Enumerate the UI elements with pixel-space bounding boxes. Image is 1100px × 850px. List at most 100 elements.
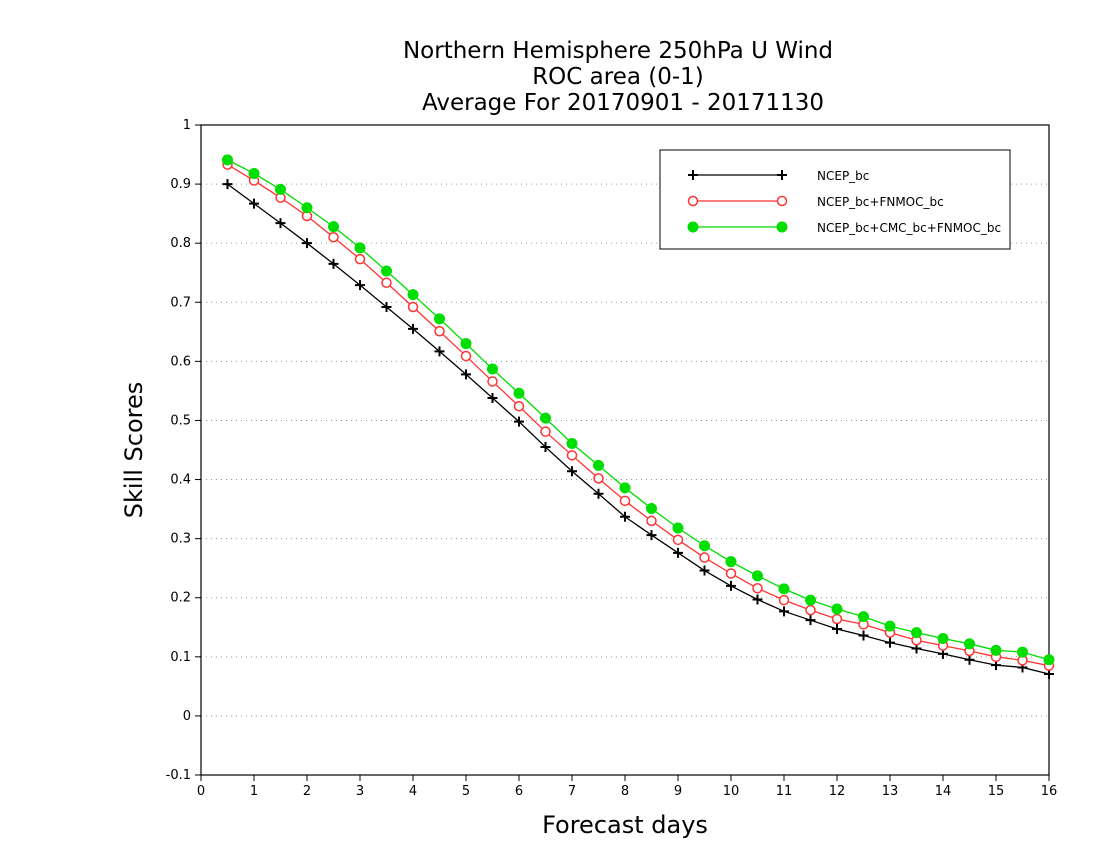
legend: NCEP_bc NCEP_bc+FNMOC_bc NCEP_bc+CMC_bc+FN…: [659, 149, 1011, 250]
series-1-point-14: [593, 473, 604, 484]
legend-marker-left-0: [688, 170, 698, 180]
x-axis-ticks: 0 1 2 3 4 5 6 7 8 9 10 11 12 13 14 15 16: [197, 775, 1057, 799]
series-2-point-8: [434, 313, 445, 325]
x-tick-label-1: 1: [250, 784, 258, 799]
series-2-point-24: [858, 611, 869, 623]
series-1-point-15: [619, 495, 631, 507]
series-0-point-23: [832, 624, 842, 635]
x-tick-label-14: 14: [935, 784, 952, 799]
series-2-point-28: [964, 638, 975, 650]
x-tick-label-10: 10: [723, 784, 740, 799]
y-tick-label-3: 0.2: [170, 591, 191, 606]
series-2-point-17: [672, 522, 684, 534]
series-1-point-13: [566, 450, 578, 461]
series-0-point-15: [620, 511, 630, 522]
series-1-point-4: [328, 232, 339, 243]
series-2-point-18: [699, 540, 710, 552]
series-1-point-19: [725, 568, 737, 579]
x-tick-label-0: 0: [197, 784, 205, 799]
x-tick-label-4: 4: [409, 784, 417, 799]
series-1-point-17: [672, 534, 684, 546]
grid-lines: [201, 183, 1049, 717]
series-2-point-6: [381, 265, 392, 277]
series-1-point-6: [381, 277, 392, 289]
legend-box: [659, 149, 1011, 250]
series-2-point-26: [911, 627, 922, 639]
series-1-point-20: [752, 583, 763, 594]
series-1-point-12: [540, 426, 551, 437]
series-2-point-11: [513, 387, 525, 399]
series-2-point-22: [805, 594, 816, 606]
series-1-point-22: [805, 604, 816, 616]
series-0-point-3: [302, 238, 312, 249]
legend-marker-right-1: [776, 195, 788, 207]
series-2-point-31: [1043, 654, 1055, 666]
legend-items: NCEP_bc NCEP_bc+FNMOC_bc NCEP_bc+CMC_bc+FN…: [687, 169, 1001, 235]
legend-label-1: NCEP_bc+FNMOC_bc: [817, 195, 944, 209]
series-2-point-25: [884, 620, 896, 632]
series-0-point-12: [540, 442, 551, 453]
y-tick-label-8: 0.7: [170, 295, 191, 310]
x-tick-label-7: 7: [568, 784, 576, 799]
x-axis-label: Forecast days: [542, 811, 708, 839]
y-tick-label-1: 0: [183, 709, 191, 724]
series-0-point-4: [328, 258, 339, 269]
legend-marker-left-1: [687, 195, 699, 207]
y-tick-label-2: 0.1: [170, 650, 191, 665]
y-tick-label-5: 0.4: [170, 473, 191, 488]
series-0: [222, 179, 1054, 679]
series-0-point-6: [381, 302, 392, 312]
series-2-point-1: [248, 167, 260, 179]
legend-marker-right-0: [777, 170, 787, 180]
x-tick-label-6: 6: [515, 784, 523, 799]
series-2-point-21: [778, 583, 790, 595]
y-axis-ticks: -0.1 0 0.1 0.2 0.3 0.4 0.5 0.6 0.7 0.8 0.9 1: [166, 118, 201, 783]
chart-title-line-2: ROC area (0-1): [532, 64, 704, 90]
y-axis-label: Skill Scores: [120, 382, 148, 519]
series-0-point-11: [514, 416, 524, 427]
y-tick-label-6: 0.5: [170, 413, 191, 428]
series-0-point-22: [805, 615, 816, 626]
series-1-point-21: [778, 594, 790, 606]
series-0-point-21: [779, 606, 789, 617]
series-2-point-27: [937, 633, 949, 644]
x-tick-label-3: 3: [356, 784, 364, 799]
series-0-point-7: [408, 323, 418, 334]
y-tick-label-10: 0.9: [170, 177, 191, 192]
x-tick-label-8: 8: [621, 784, 629, 799]
series-0-point-8: [434, 346, 445, 357]
series-2-point-5: [354, 242, 366, 254]
series-2-point-12: [540, 412, 551, 424]
series-0-point-20: [752, 594, 763, 605]
series-2-point-3: [301, 202, 313, 214]
series-0-point-2: [275, 218, 286, 229]
legend-marker-right-2: [776, 221, 788, 233]
x-tick-label-2: 2: [303, 784, 311, 799]
series-0-point-16: [646, 530, 657, 541]
series-0-point-24: [858, 630, 869, 641]
x-tick-label-11: 11: [776, 784, 793, 799]
series-0-point-28: [964, 654, 975, 665]
series-0-point-1: [249, 198, 259, 209]
series-0-point-0: [222, 179, 233, 190]
legend-label-0: NCEP_bc: [817, 169, 869, 183]
series-2-point-19: [725, 556, 737, 568]
series-2-point-14: [593, 459, 604, 471]
series-2-point-13: [566, 438, 578, 449]
series-1-point-16: [646, 515, 657, 527]
x-tick-label-15: 15: [988, 784, 1005, 799]
legend-marker-left-2: [687, 221, 699, 233]
legend-item-2: NCEP_bc+CMC_bc+FNMOC_bc: [687, 221, 1001, 235]
series-2-point-0: [222, 154, 233, 166]
series-1-point-18: [699, 552, 710, 563]
series-0-point-25: [885, 637, 895, 648]
series-1-point-5: [354, 253, 366, 265]
series-0-point-19: [726, 580, 736, 591]
series-2-point-7: [407, 289, 419, 301]
series-1-point-7: [407, 301, 419, 313]
x-tick-label-16: 16: [1041, 784, 1058, 799]
series-0-line: [227, 183, 1050, 675]
chart-title-line-1: Northern Hemisphere 250hPa U Wind: [403, 38, 833, 64]
series-0-point-5: [355, 280, 365, 291]
